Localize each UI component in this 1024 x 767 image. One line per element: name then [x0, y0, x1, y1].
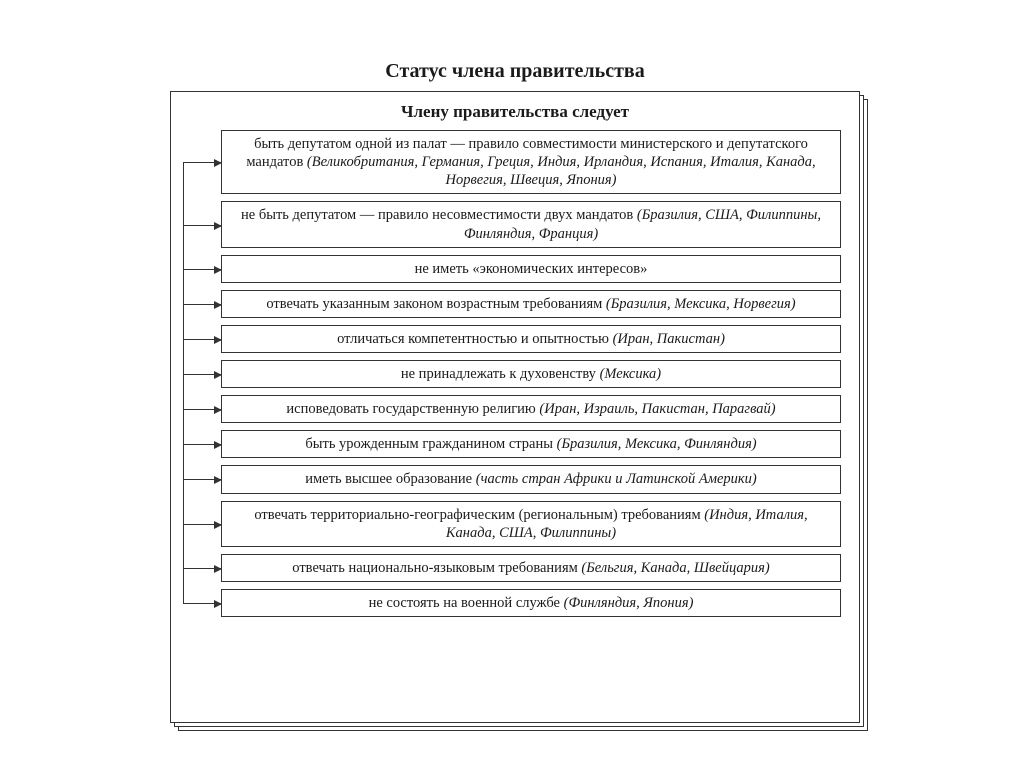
requirement-box: отвечать указанным законом возрастным тр…: [221, 290, 841, 318]
requirement-box: иметь высшее образование (часть стран Аф…: [221, 465, 841, 493]
requirement-row: не состоять на военной службе (Финляндия…: [221, 589, 841, 617]
requirement-row: быть депутатом одной из палат — правило …: [221, 130, 841, 194]
requirement-text: не состоять на военной службе: [369, 595, 564, 611]
requirement-text: отвечать национально-языковым требования…: [292, 560, 581, 576]
requirement-row: отвечать указанным законом возрастным тр…: [221, 290, 841, 318]
requirement-text: быть урожденным гражданином страны: [305, 436, 556, 452]
arrow-icon: [183, 339, 221, 340]
requirement-examples: (часть стран Африки и Латинской Америки): [476, 471, 757, 487]
requirement-row: исповедовать государственную религию (Ир…: [221, 395, 841, 423]
requirement-examples: (Иран, Израиль, Пакистан, Парагвай): [539, 401, 775, 417]
requirement-row: отличаться компетентностью и опытностью …: [221, 325, 841, 353]
arrow-icon: [183, 269, 221, 270]
requirement-text: не иметь «экономических интересов»: [415, 261, 648, 277]
requirement-row: не иметь «экономических интересов»: [221, 255, 841, 283]
arrow-icon: [183, 568, 221, 569]
requirement-row: отвечать территориально-географическим (…: [221, 501, 841, 547]
arrow-icon: [183, 603, 221, 604]
requirement-text: отвечать территориально-географическим (…: [254, 507, 704, 523]
requirement-box: быть урожденным гражданином страны (Браз…: [221, 430, 841, 458]
requirement-row: не быть депутатом — правило несовместимо…: [221, 201, 841, 247]
requirement-list: быть депутатом одной из палат — правило …: [171, 130, 859, 617]
diagram-subheading: Члену правительства следует: [171, 98, 859, 130]
requirement-box: отличаться компетентностью и опытностью …: [221, 325, 841, 353]
requirement-examples: (Мексика): [600, 366, 662, 382]
arrow-icon: [183, 374, 221, 375]
requirement-row: быть урожденным гражданином страны (Браз…: [221, 430, 841, 458]
arrow-icon: [183, 409, 221, 410]
requirement-text: не принадлежать к духовенству: [401, 366, 600, 382]
requirement-row: иметь высшее образование (часть стран Аф…: [221, 465, 841, 493]
stack-sheet-front: Члену правительства следует быть депутат…: [170, 91, 860, 723]
requirement-examples: (Бельгия, Канада, Швейцария): [581, 560, 769, 576]
requirement-box: отвечать национально-языковым требования…: [221, 554, 841, 582]
stacked-container: Члену правительства следует быть депутат…: [170, 91, 860, 731]
arrow-icon: [183, 479, 221, 480]
requirement-box: отвечать территориально-географическим (…: [221, 501, 841, 547]
requirement-box: не состоять на военной службе (Финляндия…: [221, 589, 841, 617]
arrow-icon: [183, 524, 221, 525]
requirement-examples: (Иран, Пакистан): [613, 331, 725, 347]
requirement-text: отличаться компетентностью и опытностью: [337, 331, 613, 347]
requirement-row: отвечать национально-языковым требования…: [221, 554, 841, 582]
requirement-box: не принадлежать к духовенству (Мексика): [221, 360, 841, 388]
requirement-examples: (Бразилия, Мексика, Норвегия): [606, 296, 796, 312]
requirement-box: не иметь «экономических интересов»: [221, 255, 841, 283]
arrow-icon: [183, 304, 221, 305]
diagram-title: Статус члена правительства: [170, 60, 860, 83]
requirement-box: быть депутатом одной из палат — правило …: [221, 130, 841, 194]
requirement-row: не принадлежать к духовенству (Мексика): [221, 360, 841, 388]
diagram-canvas: Статус члена правительства Члену правите…: [170, 60, 860, 731]
requirement-examples: (Финляндия, Япония): [564, 595, 694, 611]
requirement-text: исповедовать государственную религию: [286, 401, 539, 417]
requirement-text: иметь высшее образование: [305, 471, 476, 487]
requirement-text: не быть депутатом — правило несовместимо…: [241, 207, 637, 223]
arrow-icon: [183, 162, 221, 163]
arrow-icon: [183, 225, 221, 226]
requirement-box: не быть депутатом — правило несовместимо…: [221, 201, 841, 247]
requirement-examples: (Бразилия, Мексика, Финляндия): [557, 436, 757, 452]
connector-spine: [183, 162, 184, 603]
requirement-box: исповедовать государственную религию (Ир…: [221, 395, 841, 423]
requirement-examples: (Великобритания, Германия, Греция, Индия…: [307, 154, 816, 188]
arrow-icon: [183, 444, 221, 445]
requirement-text: отвечать указанным законом возрастным тр…: [266, 296, 606, 312]
